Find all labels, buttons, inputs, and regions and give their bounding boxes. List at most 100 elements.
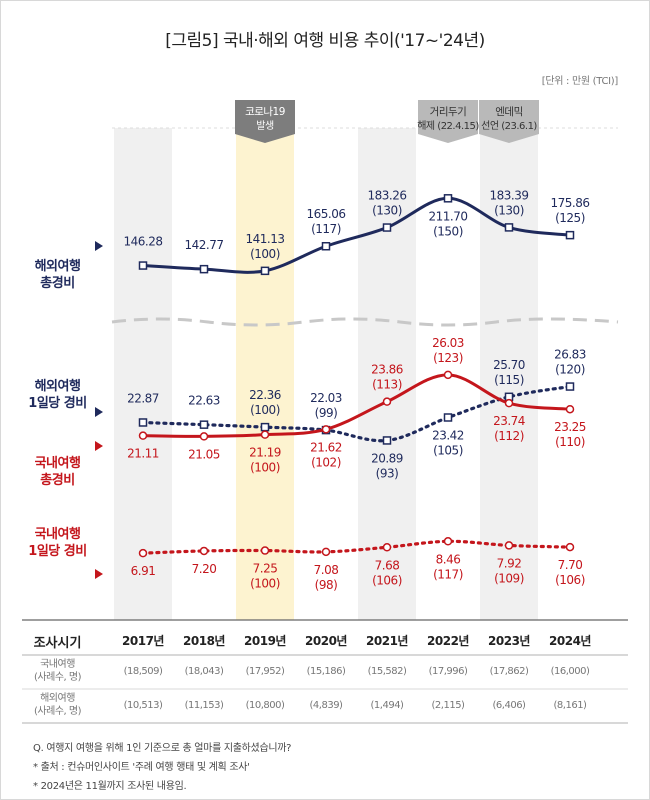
data-label: 8.46 — [436, 552, 461, 566]
row-label-line: 국내여행 — [34, 456, 81, 471]
annotation-text: 코로나19 — [245, 106, 285, 118]
table-cell: (6,406) — [492, 700, 526, 711]
table-cell: (10,800) — [245, 700, 285, 711]
data-label: 21.05 — [188, 447, 220, 461]
series-line — [141, 196, 572, 274]
row-arrow-icon — [95, 407, 103, 417]
column-band — [358, 128, 416, 620]
unit-label: [단위 : 만원 (TCI)] — [541, 76, 619, 87]
series-line — [141, 373, 572, 438]
table-cell: (15,186) — [306, 666, 346, 677]
table-cell: (4,839) — [309, 700, 343, 711]
year-label: 2020년 — [305, 634, 347, 648]
year-label: 2022년 — [427, 634, 469, 648]
data-label: 7.08 — [314, 563, 339, 577]
footnote-question: Q. 여행지 여행을 위해 1인 기준으로 총 얼마를 지출하셨습니까? — [33, 743, 292, 754]
data-label: 141.13 — [246, 232, 285, 246]
index-label: (125) — [555, 211, 585, 225]
year-label: 2018년 — [183, 634, 225, 648]
annotation-text: 거리두기 — [430, 106, 467, 118]
row-label-line: 총경비 — [40, 473, 75, 488]
data-point-marker — [138, 261, 148, 270]
row-arrow-icon — [95, 569, 103, 579]
data-point-marker — [443, 537, 453, 546]
index-label: (130) — [372, 204, 402, 218]
chart-title: [그림5] 국내·해외 여행 비용 추이('17~'24년) — [165, 31, 485, 51]
row-label-line: 해외여행 — [34, 379, 81, 394]
table-cell: (18,509) — [123, 666, 163, 677]
data-label: 146.28 — [124, 235, 163, 249]
index-label: (105) — [433, 443, 463, 457]
data-point-marker — [260, 546, 270, 555]
table-row-label-line: (사례수, 명) — [34, 672, 81, 683]
index-label: (106) — [372, 573, 402, 587]
axis-break-line — [111, 317, 619, 327]
table-cell: (18,043) — [184, 666, 224, 677]
table-header-label: 조사시기 — [33, 636, 82, 651]
data-label: 21.19 — [249, 446, 281, 460]
index-label: (150) — [433, 224, 463, 238]
year-label: 2017년 — [122, 634, 164, 648]
data-point-marker — [565, 230, 575, 240]
data-label: 26.83 — [554, 348, 586, 362]
table-cell: (17,996) — [428, 666, 468, 677]
index-label: (112) — [494, 429, 524, 443]
data-point-marker — [382, 436, 392, 445]
column-band — [114, 128, 172, 620]
data-label: 175.86 — [551, 196, 590, 210]
annotation-flag — [479, 100, 539, 143]
data-label: 23.42 — [432, 428, 464, 442]
series-line — [141, 384, 572, 443]
annotation-flag — [418, 100, 478, 143]
data-label: 183.39 — [490, 188, 529, 202]
data-label: 7.70 — [558, 558, 583, 572]
index-label: (110) — [555, 435, 585, 449]
year-label: 2019년 — [244, 634, 286, 648]
data-label: 22.63 — [188, 394, 220, 408]
data-point-marker — [382, 397, 392, 406]
index-label: (100) — [250, 403, 280, 417]
data-point-marker — [443, 413, 453, 422]
row-label-line: 국내여행 — [34, 527, 81, 542]
data-label: 25.70 — [493, 358, 525, 372]
table-cell: (17,952) — [245, 666, 285, 677]
series-line — [141, 539, 572, 555]
table-cell: (17,862) — [489, 666, 529, 677]
data-label: 165.06 — [307, 207, 346, 221]
data-label: 22.36 — [249, 388, 281, 402]
data-label: 21.11 — [127, 447, 159, 461]
data-point-marker — [260, 430, 270, 439]
data-point-marker — [199, 420, 209, 429]
data-point-marker — [504, 541, 514, 550]
row-label-line: 1일당 경비 — [28, 396, 87, 411]
index-label: (100) — [250, 247, 280, 261]
index-label: (98) — [315, 578, 338, 592]
data-point-marker — [504, 398, 514, 408]
footnote-note: * 2024년은 11월까지 조사된 내용임. — [33, 781, 187, 792]
table-row-label-overseas: 해외여행 (사례수, 명) — [0, 692, 115, 718]
row-label-domestic-daily: 국내여행 1일당 경비 — [0, 526, 115, 560]
table-cell: (11,153) — [184, 700, 224, 711]
data-label: 23.74 — [493, 414, 525, 428]
data-label: 211.70 — [429, 209, 468, 223]
data-point-marker — [382, 543, 392, 552]
column-band — [480, 128, 538, 620]
index-label: (130) — [494, 203, 524, 217]
index-label: (117) — [433, 567, 463, 581]
table-row-label-line: (사례수, 명) — [34, 706, 81, 717]
data-label: 22.87 — [127, 391, 159, 405]
index-label: (93) — [376, 466, 399, 480]
data-point-marker — [504, 223, 514, 232]
row-label-line: 총경비 — [40, 276, 75, 291]
data-point-marker — [260, 266, 270, 276]
index-label: (102) — [311, 455, 341, 469]
index-label: (113) — [372, 378, 402, 392]
row-label-line: 1일당 경비 — [28, 544, 87, 559]
footnote-source: * 출처 : 컨슈머인사이트 '주례 여행 행태 및 계획 조사' — [33, 762, 250, 773]
data-point-marker — [321, 241, 331, 251]
year-label: 2023년 — [488, 634, 530, 648]
data-point-marker — [321, 425, 331, 434]
row-arrow-icon — [95, 441, 103, 451]
row-arrow-icon — [95, 241, 103, 251]
